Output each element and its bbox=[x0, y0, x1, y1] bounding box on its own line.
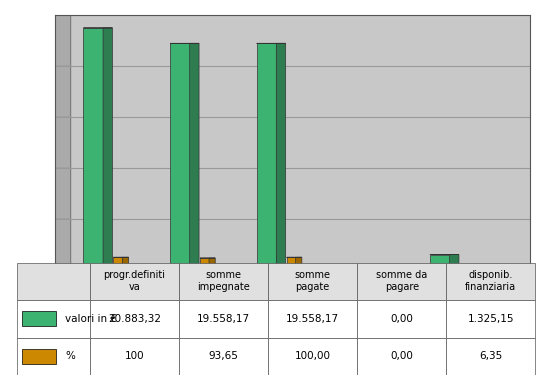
Bar bbox=[22, 311, 56, 326]
Polygon shape bbox=[277, 43, 286, 270]
Bar bbox=[113, 257, 123, 270]
Bar bbox=[373, 267, 383, 270]
Polygon shape bbox=[123, 257, 129, 270]
Polygon shape bbox=[209, 258, 215, 270]
Bar bbox=[170, 43, 190, 270]
Bar bbox=[430, 255, 449, 270]
Polygon shape bbox=[296, 257, 302, 270]
Text: valori in €: valori in € bbox=[65, 314, 117, 324]
Polygon shape bbox=[103, 28, 113, 270]
Polygon shape bbox=[190, 43, 199, 270]
Bar bbox=[22, 349, 56, 364]
Polygon shape bbox=[469, 269, 475, 270]
Polygon shape bbox=[449, 255, 459, 270]
Text: %: % bbox=[65, 351, 75, 361]
Bar bbox=[83, 28, 103, 270]
Bar bbox=[460, 269, 469, 270]
Polygon shape bbox=[55, 15, 71, 270]
Bar bbox=[286, 257, 296, 270]
Bar bbox=[200, 258, 209, 270]
Bar bbox=[257, 43, 277, 270]
